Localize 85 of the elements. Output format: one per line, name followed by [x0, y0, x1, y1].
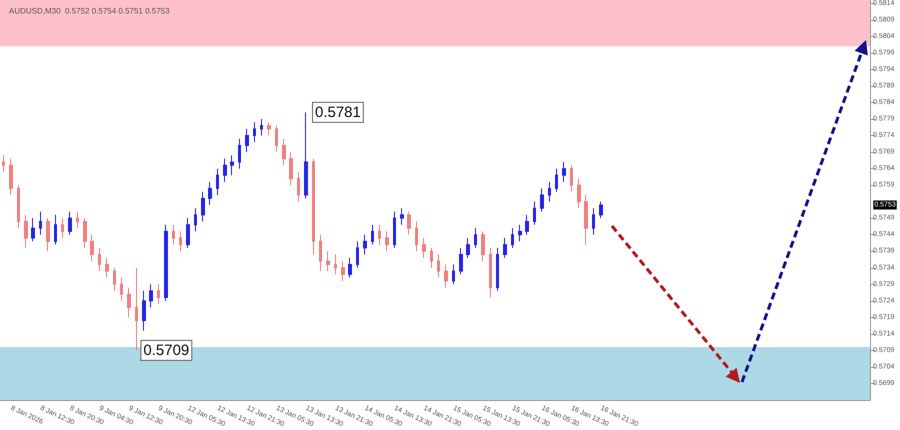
candlestick — [548, 181, 551, 202]
candlestick — [172, 224, 175, 246]
candlestick — [489, 247, 492, 298]
candlestick — [223, 158, 227, 182]
candlestick — [90, 234, 94, 262]
candlestick — [24, 214, 28, 248]
candlestick — [275, 125, 278, 153]
candlestick — [496, 247, 499, 292]
annotation: 0.5709 — [143, 342, 190, 359]
candlestick — [430, 247, 433, 268]
candlestick — [356, 240, 359, 268]
candlestick — [415, 220, 418, 252]
candlestick — [540, 188, 544, 212]
candlestick — [570, 164, 573, 192]
candlestick — [437, 254, 440, 278]
candlestick — [312, 158, 315, 256]
candlestick — [39, 211, 42, 236]
candlestick — [282, 138, 286, 166]
candlestick — [157, 284, 160, 305]
candlestick — [555, 168, 558, 192]
candlestick — [289, 152, 293, 186]
candlestick — [120, 277, 123, 302]
candlestick — [267, 122, 271, 136]
candlestick — [2, 154, 5, 172]
candlestick — [599, 201, 603, 219]
candlestick — [179, 230, 182, 252]
candlestick — [393, 211, 396, 248]
candlestick — [334, 254, 337, 275]
candlestick — [592, 208, 595, 236]
candlestick — [17, 184, 20, 229]
candlestick — [474, 228, 477, 248]
candlestick — [481, 230, 485, 262]
candlestick — [31, 218, 35, 242]
candlestick — [304, 112, 308, 199]
candlestick — [503, 238, 507, 258]
candlestick — [319, 234, 322, 272]
candlestick — [525, 214, 529, 236]
candlestick — [76, 211, 79, 229]
candlestick — [149, 284, 153, 308]
candlestick — [135, 267, 138, 351]
candlestick — [208, 181, 212, 206]
candlestick — [444, 264, 448, 288]
candlestick — [46, 218, 50, 252]
candlestick — [562, 161, 566, 182]
candlestick — [98, 247, 101, 272]
candlestick — [68, 211, 72, 236]
candlestick — [371, 224, 374, 246]
text: AUDUSD,M30 0.5752 0.5754 0.5751 0.5753 — [9, 6, 170, 16]
candlestick — [260, 118, 263, 136]
candlestick — [164, 224, 168, 302]
candlestick — [83, 218, 87, 248]
candlestick — [238, 138, 241, 170]
candlestick — [201, 191, 205, 222]
candlestick — [326, 250, 330, 272]
candlestick — [518, 224, 522, 242]
candlestick — [186, 218, 190, 248]
candlestick — [253, 122, 256, 143]
candlestick — [341, 260, 345, 282]
candlestick — [348, 257, 352, 278]
candlestick — [466, 238, 470, 258]
candlestick — [61, 218, 64, 239]
candlestick — [577, 178, 581, 209]
candlestick — [54, 214, 57, 246]
candlestick — [297, 171, 300, 202]
candlestick — [584, 194, 588, 246]
annotation: 0.5781 — [314, 104, 361, 121]
candlestick — [459, 247, 463, 275]
candlestick — [194, 208, 197, 232]
candlestick — [105, 257, 109, 278]
candlestick — [533, 201, 536, 226]
candlestick — [363, 234, 367, 256]
candlestick — [113, 267, 116, 292]
candlestick — [230, 154, 234, 176]
candlestick — [422, 238, 426, 258]
candlestick — [245, 128, 249, 153]
candlestick — [216, 168, 219, 196]
candlestick — [142, 290, 146, 332]
candlestick — [9, 158, 13, 196]
candlestick — [452, 264, 455, 285]
candlestick — [400, 208, 404, 226]
candlestick — [511, 228, 514, 248]
candlestick — [407, 211, 411, 236]
candlestick — [378, 224, 381, 246]
candlestick — [385, 230, 389, 252]
candlestick — [127, 287, 131, 318]
